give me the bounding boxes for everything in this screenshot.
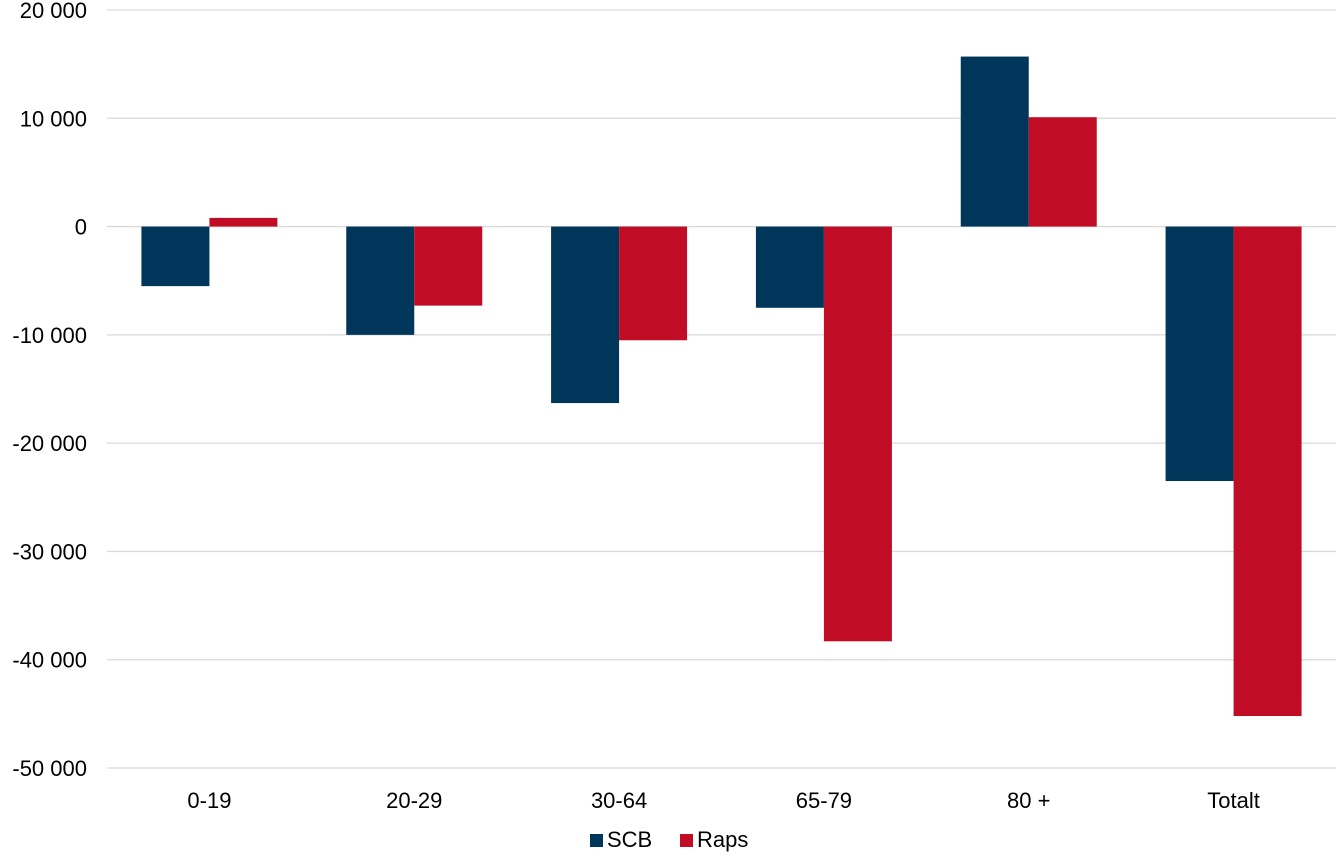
bar-scb <box>960 56 1029 227</box>
bar-raps <box>619 226 688 341</box>
y-tick-label: 10 000 <box>20 106 87 131</box>
x-tick-label: 0-19 <box>187 788 231 813</box>
bar-scb <box>551 226 620 404</box>
bar-raps <box>823 226 892 642</box>
bar-scb <box>346 226 415 335</box>
gridlines <box>107 9 1336 769</box>
x-tick-label: 20-29 <box>386 788 442 813</box>
legend-swatch <box>590 834 603 847</box>
bar-raps <box>1028 117 1097 227</box>
y-tick-label: -10 000 <box>12 323 87 348</box>
legend-label: SCB <box>607 827 652 852</box>
x-axis-tick-labels: 0-19 20-29 30-64 65-79 80 + Totalt <box>187 788 1259 813</box>
x-tick-label: 30-64 <box>591 788 647 813</box>
bar-scb <box>1165 226 1234 482</box>
x-tick-label: 80 + <box>1007 788 1050 813</box>
y-tick-label: -50 000 <box>12 756 87 781</box>
bar-raps <box>1233 226 1302 717</box>
y-tick-label: -30 000 <box>12 539 87 564</box>
y-tick-label: -40 000 <box>12 648 87 673</box>
legend-label: Raps <box>697 827 748 852</box>
bars <box>141 56 1302 717</box>
bar-raps <box>209 217 278 227</box>
y-tick-label: -20 000 <box>12 431 87 456</box>
y-axis-tick-labels: 20 000 10 000 0 -10 000 -20 000 -30 000 -40 00… <box>12 0 87 781</box>
y-tick-label: 0 <box>75 215 87 240</box>
y-tick-label: 20 000 <box>20 0 87 23</box>
legend: SCB Raps <box>590 827 748 852</box>
bar-scb <box>755 226 824 308</box>
legend-swatch <box>680 834 693 847</box>
x-tick-label: Totalt <box>1207 788 1260 813</box>
bar-raps <box>414 226 483 306</box>
x-tick-label: 65-79 <box>796 788 852 813</box>
bar-scb <box>141 226 210 287</box>
